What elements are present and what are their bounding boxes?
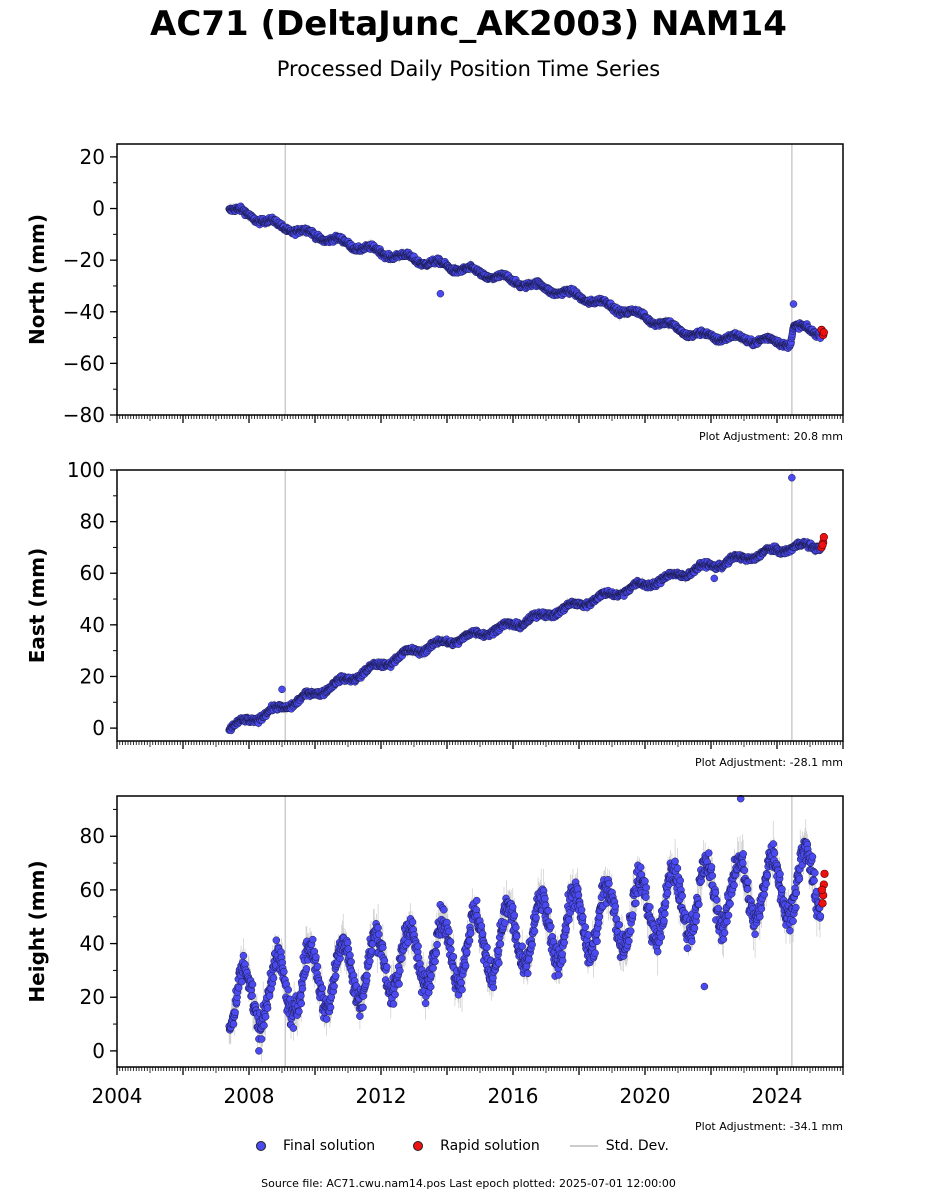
rapid-point [818,540,827,549]
final-point [789,300,798,308]
y-tick-label: −80 [63,403,105,427]
final-point [436,289,445,298]
y-tick-label: 0 [92,716,105,740]
y-tick-label: −60 [63,351,105,375]
rapid-point [819,533,828,542]
rapid-point [819,328,828,337]
y-tick-label: 20 [80,664,105,688]
y-tick-label: 60 [80,561,105,585]
plot-frame [116,469,844,742]
y-tick-label: −20 [63,248,105,272]
y-tick-label: 0 [92,197,105,221]
y-axis-label: North (mm) [25,214,49,345]
y-tick-label: 80 [80,510,105,534]
chart-title: AC71 (DeltaJunc_AK2003) NAM14 [150,4,787,44]
final-point [278,685,286,694]
y-tick-label: −40 [63,300,105,324]
plot-adjustment: Plot Adjustment: 20.8 mm [699,430,843,443]
y-tick-label: 40 [80,613,105,637]
final-point [710,574,719,583]
plot-frame [116,143,844,416]
final-point [788,473,796,482]
y-tick-label: 100 [67,458,105,482]
chart-subtitle: Processed Daily Position Time Series [276,57,661,81]
y-tick-label: 20 [80,145,105,169]
